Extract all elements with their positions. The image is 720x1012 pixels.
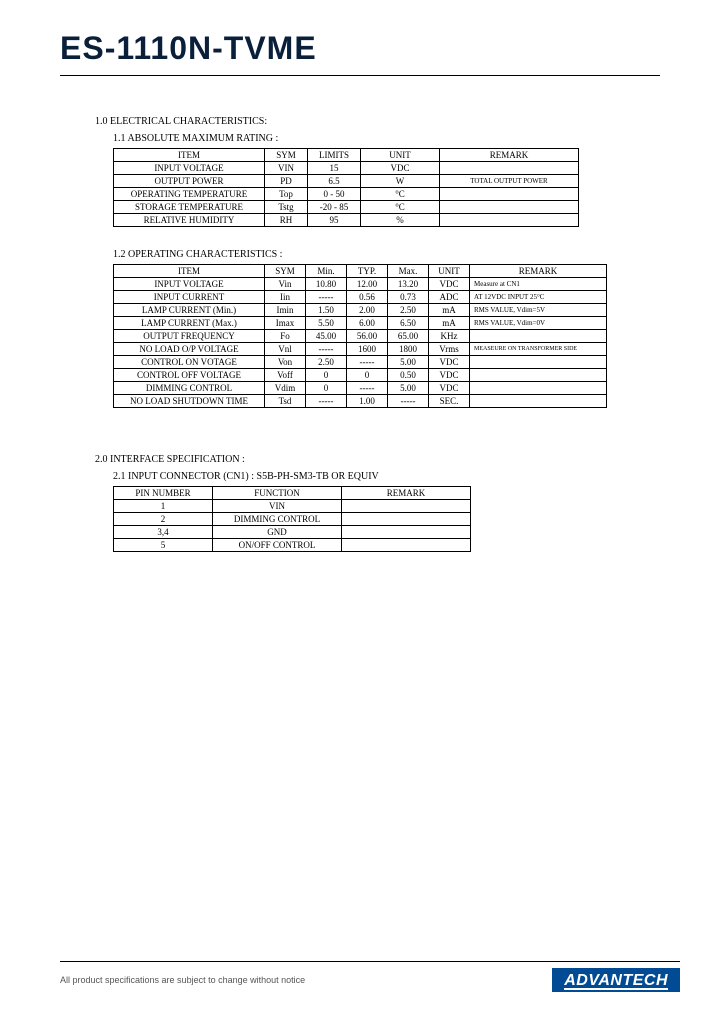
col-remark: REMARK <box>470 265 607 278</box>
col-typ: TYP. <box>347 265 388 278</box>
col-item: ITEM <box>114 265 265 278</box>
table-row: NO LOAD O/P VOLTAGEVnl-----16001800VrmsM… <box>114 343 607 356</box>
title-rule <box>60 75 660 76</box>
section-1-2-heading: 1.2 OPERATING CHARACTERISTICS : <box>95 249 660 260</box>
table-row: INPUT CURRENTIin-----0.560.73ADCAT 12VDC… <box>114 291 607 304</box>
logo-text: ADVANTECH <box>564 974 668 990</box>
table-row: NO LOAD SHUTDOWN TIMETsd-----1.00-----SE… <box>114 395 607 408</box>
col-sym: SYM <box>265 149 308 162</box>
section-1-heading: 1.0 ELECTRICAL CHARACTERISTICS: <box>95 116 660 127</box>
col-function: FUNCTION <box>213 487 342 500</box>
col-unit: UNIT <box>429 265 470 278</box>
table-row: RELATIVE HUMIDITYRH95% <box>114 214 579 227</box>
table-row: INPUT VOLTAGEVin10.8012.0013.20VDCMeasur… <box>114 278 607 291</box>
page: ES-1110N-TVME 1.0 ELECTRICAL CHARACTERIS… <box>0 0 720 1012</box>
section-2-1-heading: 2.1 INPUT CONNECTOR (CN1) : S5B-PH-SM3-T… <box>95 471 660 482</box>
col-limits: LIMITS <box>308 149 361 162</box>
table-header-row: ITEM SYM LIMITS UNIT REMARK <box>114 149 579 162</box>
col-item: ITEM <box>114 149 265 162</box>
table-header-row: PIN NUMBER FUNCTION REMARK <box>114 487 471 500</box>
table-row: 5ON/OFF CONTROL <box>114 539 471 552</box>
footer-disclaimer: All product specifications are subject t… <box>60 975 305 985</box>
table-row: 2DIMMING CONTROL <box>114 513 471 526</box>
page-footer: All product specifications are subject t… <box>60 961 680 992</box>
col-max: Max. <box>388 265 429 278</box>
advantech-logo: ADVANTECH <box>552 968 680 992</box>
operating-characteristics-table: ITEM SYM Min. TYP. Max. UNIT REMARK INPU… <box>113 264 607 408</box>
table-row: LAMP CURRENT (Min.)Imin1.502.002.50mARMS… <box>114 304 607 317</box>
table-row: INPUT VOLTAGEVIN15VDC <box>114 162 579 175</box>
section-1-1-heading: 1.1 ABSOLUTE MAXIMUM RATING : <box>95 133 660 144</box>
col-min: Min. <box>306 265 347 278</box>
absolute-max-rating-table: ITEM SYM LIMITS UNIT REMARK INPUT VOLTAG… <box>113 148 579 227</box>
col-pin: PIN NUMBER <box>114 487 213 500</box>
table-row: STORAGE TEMPERATURETstg-20 - 85°C <box>114 201 579 214</box>
table-row: OUTPUT FREQUENCYFo45.0056.0065.00KHz <box>114 330 607 343</box>
col-remark: REMARK <box>440 149 579 162</box>
content-area: 1.0 ELECTRICAL CHARACTERISTICS: 1.1 ABSO… <box>60 116 660 552</box>
page-title: ES-1110N-TVME <box>60 30 660 67</box>
table-row: LAMP CURRENT (Max.)Imax5.506.006.50mARMS… <box>114 317 607 330</box>
table-row: CONTROL OFF VOLTAGEVoff000.50VDC <box>114 369 607 382</box>
table-row: DIMMING CONTROLVdim0-----5.00VDC <box>114 382 607 395</box>
table-row: OUTPUT POWERPD6.5WTOTAL OUTPUT POWER <box>114 175 579 188</box>
table-header-row: ITEM SYM Min. TYP. Max. UNIT REMARK <box>114 265 607 278</box>
table-row: 1VIN <box>114 500 471 513</box>
section-2-heading: 2.0 INTERFACE SPECIFICATION : <box>95 454 660 465</box>
table-row: CONTROL ON VOTAGEVon2.50-----5.00VDC <box>114 356 607 369</box>
col-unit: UNIT <box>361 149 440 162</box>
col-remark: REMARK <box>342 487 471 500</box>
col-sym: SYM <box>265 265 306 278</box>
table-row: OPERATING TEMPERATURETop0 - 50°C <box>114 188 579 201</box>
input-connector-table: PIN NUMBER FUNCTION REMARK 1VIN 2DIMMING… <box>113 486 471 552</box>
table-row: 3,4GND <box>114 526 471 539</box>
